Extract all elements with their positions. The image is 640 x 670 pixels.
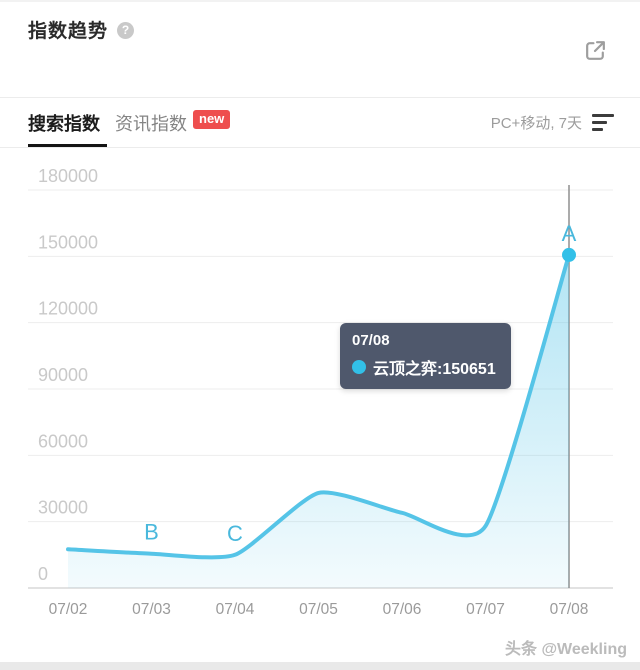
watermark: 头条 @Weekling	[505, 641, 627, 658]
trend-chart[interactable]: 0 30000 60000 90000 120000 150000 180000 07/02 0…	[0, 150, 640, 662]
x-tick-label: 07/07	[466, 601, 505, 618]
y-tick-label: 150000	[38, 232, 98, 252]
tab-news-index[interactable]: 资讯指数 new	[115, 109, 231, 136]
series-dot-icon	[352, 360, 366, 374]
page-title: 指数趋势	[28, 21, 109, 42]
external-link-icon[interactable]	[583, 38, 608, 63]
new-badge: new	[193, 109, 231, 129]
x-tick-label: 07/08	[550, 601, 589, 618]
annotation-label-C: C	[227, 521, 243, 546]
chart-tooltip: 07/08 云顶之弈:150651	[340, 323, 511, 389]
chart-options-icon[interactable]	[592, 114, 614, 131]
y-tick-label: 60000	[38, 431, 88, 451]
active-tab-underline	[28, 144, 107, 147]
tab-search-index[interactable]: 搜索指数	[28, 113, 100, 134]
y-tick-label: 180000	[38, 166, 98, 186]
period-label: PC+移动, 7天	[490, 115, 582, 132]
tooltip-value: 云顶之弈:150651	[373, 361, 496, 378]
x-tick-label: 07/05	[299, 601, 338, 618]
x-tick-label: 07/04	[216, 601, 255, 618]
annotation-label-B: B	[144, 520, 159, 545]
x-tick-label: 07/06	[383, 601, 422, 618]
annotation-label-A: A	[562, 221, 577, 246]
title-row: 指数趋势 ?	[0, 0, 640, 43]
y-tick-label: 120000	[38, 299, 98, 319]
tab-news-index-label: 资讯指数	[115, 113, 187, 134]
period-group: PC+移动, 7天	[491, 112, 614, 133]
series-area	[68, 254, 569, 588]
tabs-row: 搜索指数 资讯指数 new PC+移动, 7天	[0, 98, 640, 148]
x-tick-label: 07/03	[132, 601, 171, 618]
y-tick-label: 30000	[38, 498, 88, 518]
trend-chart-area: 0 30000 60000 90000 120000 150000 180000 07/02 0…	[0, 150, 640, 662]
y-tick-label: 0	[38, 564, 48, 584]
bottom-divider	[0, 662, 640, 670]
y-tick-label: 90000	[38, 365, 88, 385]
x-tick-label: 07/02	[49, 601, 88, 618]
help-icon[interactable]: ?	[117, 21, 135, 39]
series-line	[66, 252, 571, 560]
highlight-dot[interactable]	[562, 247, 576, 262]
widget-header: 指数趋势 ?	[0, 0, 640, 98]
tooltip-date: 07/08	[352, 332, 390, 349]
top-divider	[0, 0, 640, 2]
tooltip-row: 云顶之弈:150651	[352, 355, 496, 379]
